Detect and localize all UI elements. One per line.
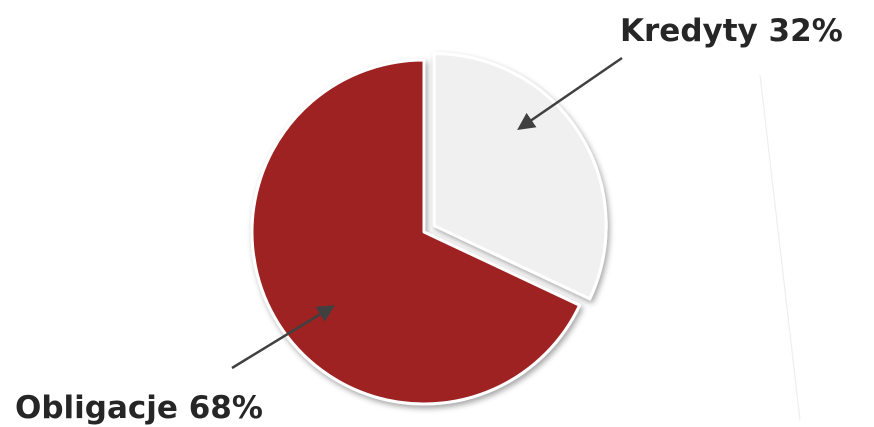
slice-label-kredyty: Kredyty 32%: [620, 13, 843, 49]
obligacje-label-arrow: [231, 305, 335, 370]
pie-slice-kredyty: [432, 52, 608, 301]
background-divider-line: [759, 74, 801, 421]
kredyty-label-arrow: [517, 56, 623, 130]
slice-label-obligacje: Obligacje 68%: [15, 390, 263, 426]
